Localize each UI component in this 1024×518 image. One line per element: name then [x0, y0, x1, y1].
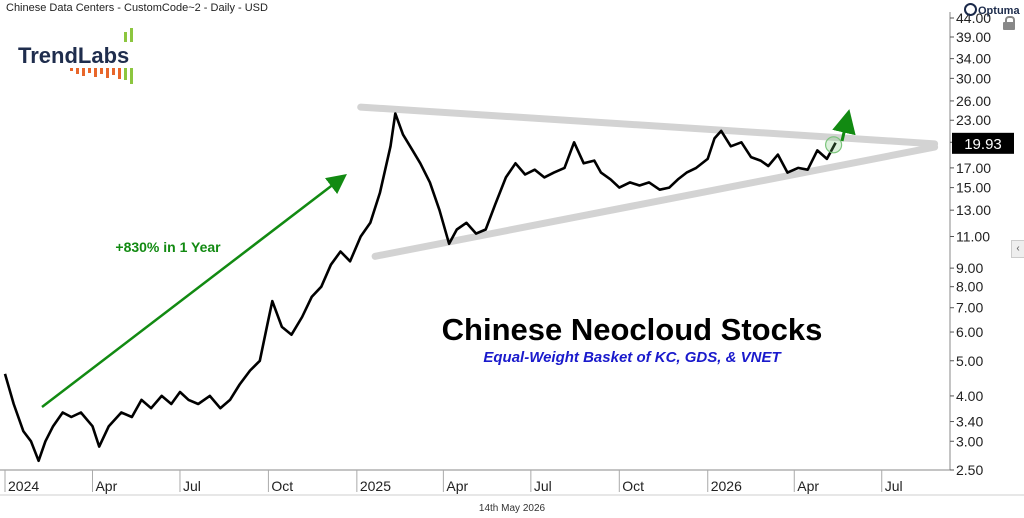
logo-bar	[118, 68, 121, 79]
y-tick-label: 26.00	[956, 93, 991, 109]
last-price-value: 19.93	[964, 136, 1002, 153]
y-tick-label: 34.00	[956, 51, 991, 67]
x-tick-label: Apr	[797, 478, 819, 494]
price-line	[3, 112, 837, 463]
annotations	[41, 109, 856, 408]
trendlabs-logo-text: TrendLabs	[18, 43, 129, 68]
x-tick-label: 2024	[8, 478, 39, 494]
logo-bar	[76, 68, 79, 74]
chart-subtitle: Equal-Weight Basket of KC, GDS, & VNET	[483, 349, 782, 366]
y-tick-label: 3.00	[956, 433, 983, 449]
y-tick-label: 39.00	[956, 29, 991, 45]
lock-body	[1003, 22, 1015, 30]
breakout-arrow	[832, 109, 856, 142]
y-tick-label: 9.00	[956, 260, 983, 276]
logo-bar	[112, 68, 115, 75]
x-tick-label: Apr	[95, 478, 117, 494]
x-tick-label: Oct	[271, 478, 293, 494]
last-price-badge	[952, 132, 1014, 154]
x-tick-label: Apr	[446, 478, 468, 494]
logo-bar	[106, 68, 109, 78]
y-tick-label: 13.00	[956, 202, 991, 218]
x-tick-label: 2026	[711, 478, 742, 494]
y-tick-label: 6.00	[956, 324, 983, 340]
lower-trendline	[371, 143, 939, 260]
y-tick-label: 5.00	[956, 353, 983, 369]
x-tick-label: Oct	[622, 478, 644, 494]
y-tick-label: 23.00	[956, 112, 991, 128]
gain-annotation: +830% in 1 Year	[115, 239, 221, 255]
last-point-marker	[825, 136, 843, 154]
logo-bar	[94, 68, 97, 77]
y-tick-label: 2.50	[956, 462, 983, 478]
y-tick-label: 15.00	[956, 180, 991, 196]
y-tick-label: 8.00	[956, 279, 983, 295]
x-tick-label: Jul	[885, 478, 903, 494]
upper-trendline	[357, 103, 939, 148]
collapse-chevron-icon[interactable]: ‹	[1011, 240, 1024, 258]
lock-shackle	[1005, 16, 1015, 24]
trendlabs-logo: TrendLabs	[18, 28, 133, 84]
logo-bar	[82, 68, 85, 76]
y-tick-label: 30.00	[956, 70, 991, 86]
logo-bar	[130, 68, 133, 84]
y-tick-label: 17.00	[956, 160, 991, 176]
y-tick-label: 4.00	[956, 388, 983, 404]
y-tick-label: 3.40	[956, 414, 983, 430]
y-tick-label: 7.00	[956, 300, 983, 316]
y-tick-label: 11.00	[956, 228, 990, 244]
logo-bar	[70, 68, 73, 71]
logo-bar	[130, 28, 133, 42]
footer-date: 14th May 2026	[478, 503, 546, 514]
y-tick-label: 44.00	[956, 10, 991, 26]
x-tick-label: 2025	[360, 478, 391, 494]
triangle-trendlines	[357, 103, 939, 260]
lock-icon[interactable]	[1002, 16, 1016, 30]
optuma-brand-text: Optuma	[978, 5, 1020, 17]
x-tick-label: Jul	[534, 478, 552, 494]
optuma-brand: Optuma	[964, 3, 1020, 17]
price-line-group	[3, 112, 843, 463]
x-tick-label: Jul	[183, 478, 201, 494]
logo-bar	[88, 68, 91, 73]
logo-bar	[100, 68, 103, 74]
logo-bar	[124, 32, 127, 42]
chart-title: Chinese Neocloud Stocks	[442, 312, 823, 347]
logo-bar	[124, 68, 127, 80]
series-label: Chinese Data Centers - CustomCode~2 - Da…	[6, 2, 268, 14]
axes: 2.50 3.00 3.40 4.00 5.00 6.00 7.00 8.00 9.00 11.0…	[0, 10, 1024, 496]
optuma-logo-icon	[964, 3, 977, 16]
trend-arrow	[41, 173, 347, 408]
